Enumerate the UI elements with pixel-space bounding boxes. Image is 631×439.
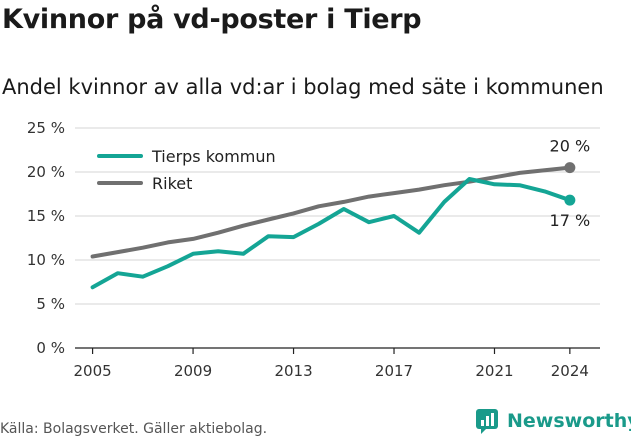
x-tick-label: 2009 <box>174 362 212 380</box>
end-point-tierp <box>564 194 576 206</box>
y-tick-label: 25 % <box>27 119 65 137</box>
grid-layer <box>75 127 600 305</box>
brand-logo[interactable]: Newsworthy <box>475 408 631 434</box>
end-label-tierp: 17 % <box>550 211 591 230</box>
y-tick-label: 20 % <box>27 163 65 181</box>
newsworthy-logo-icon <box>476 409 498 434</box>
legend-label-riket: Riket <box>152 174 192 193</box>
end-point-riket <box>564 162 576 174</box>
end-labels: 17 % 20 % <box>550 137 591 231</box>
series-layer <box>90 162 576 290</box>
x-tick-label: 2013 <box>274 362 312 380</box>
brand-name: Newsworthy <box>507 410 631 432</box>
source-note: Källa: Bolagsverket. Gäller aktiebolag. <box>0 421 268 437</box>
series-line-riket <box>90 165 572 259</box>
x-tick-label: 2021 <box>475 362 513 380</box>
legend: Tierps kommun Riket <box>97 147 276 193</box>
chart-title: Kvinnor på vd-poster i Tierp <box>2 4 422 35</box>
end-label-riket: 20 % <box>550 137 591 156</box>
y-tick-label: 10 % <box>27 251 65 269</box>
y-tick-label: 15 % <box>27 207 65 225</box>
series-line-tierp <box>90 177 572 290</box>
axis-layer: 0 % 5 % 10 % 15 % 20 % 25 % 2005 2009 2013 2017 20… <box>27 119 600 380</box>
y-tick-label: 5 % <box>36 295 65 313</box>
x-tick-label: 2017 <box>375 362 413 380</box>
chart-subtitle: Andel kvinnor av alla vd:ar i bolag med … <box>2 75 604 99</box>
legend-label-tierp: Tierps kommun <box>151 147 276 166</box>
y-tick-label: 0 % <box>36 339 65 357</box>
x-tick-label: 2005 <box>73 362 111 380</box>
x-tick-label: 2024 <box>551 362 589 380</box>
